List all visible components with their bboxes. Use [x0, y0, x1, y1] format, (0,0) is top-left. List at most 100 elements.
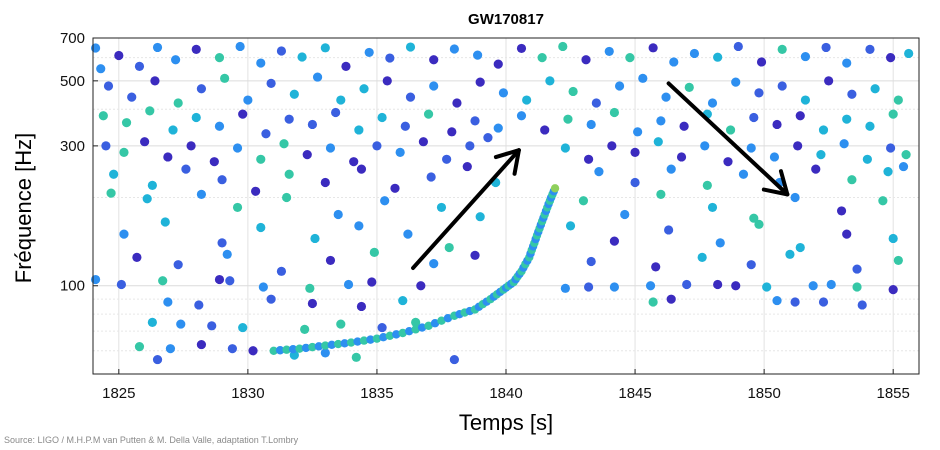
data-point [442, 154, 452, 164]
x-axis-label: Temps [s] [459, 410, 553, 435]
data-point [307, 298, 318, 309]
data-point [713, 52, 723, 62]
data-point [165, 344, 176, 354]
data-point [604, 46, 614, 57]
data-point [281, 192, 292, 203]
data-point [98, 111, 108, 121]
data-point [862, 154, 872, 164]
data-point [475, 77, 485, 87]
data-point [109, 169, 119, 179]
data-point [537, 53, 547, 63]
chirp-point [398, 328, 407, 338]
data-point [473, 50, 483, 60]
chart-title: GW170817 [468, 11, 544, 28]
data-point [145, 106, 155, 116]
data-point [545, 76, 555, 86]
data-point [449, 354, 459, 365]
data-point [171, 55, 181, 65]
data-point [516, 111, 527, 121]
data-point [367, 277, 377, 287]
data-point [560, 283, 570, 293]
data-point [762, 282, 772, 292]
chirp-point [340, 339, 349, 348]
data-point [447, 127, 457, 137]
data-point [90, 43, 101, 53]
data-point [568, 86, 578, 97]
data-point [173, 98, 183, 108]
data-point [147, 180, 157, 190]
data-point [462, 161, 472, 172]
data-point [251, 186, 261, 196]
data-point [429, 259, 439, 269]
data-point [470, 250, 480, 260]
data-point [707, 98, 718, 108]
data-point [522, 95, 532, 105]
y-tick-label: 700 [60, 30, 85, 47]
data-point [444, 242, 454, 253]
data-point [354, 125, 364, 135]
data-point [731, 281, 741, 291]
data-point [134, 342, 145, 352]
data-point [842, 229, 852, 239]
data-point [119, 147, 129, 158]
data-point [238, 322, 248, 333]
x-tick-label: 1835 [360, 385, 393, 402]
data-point [749, 112, 759, 123]
chirp-point [550, 184, 560, 193]
data-point [498, 88, 509, 98]
data-point [824, 76, 834, 86]
data-point [733, 41, 743, 52]
data-point [656, 116, 666, 126]
data-point [377, 322, 387, 333]
data-point [904, 48, 914, 59]
data-point [746, 260, 756, 270]
data-point [826, 279, 836, 290]
data-point [893, 255, 903, 266]
chirp-point [308, 342, 317, 352]
data-point [343, 279, 354, 290]
data-point [382, 76, 392, 86]
data-point [106, 188, 116, 198]
data-point [191, 112, 201, 123]
data-point [302, 150, 312, 160]
data-point [209, 157, 219, 167]
data-point [232, 143, 243, 153]
data-point [852, 264, 862, 274]
chirp-point [417, 323, 427, 332]
data-point [214, 53, 225, 63]
chirp-point [327, 340, 336, 350]
data-point [609, 236, 620, 246]
data-point [470, 116, 480, 126]
chirp-point [346, 338, 356, 347]
data-point [248, 346, 258, 356]
data-point [870, 84, 880, 94]
data-point [586, 256, 596, 267]
data-point [320, 177, 330, 188]
data-point [325, 143, 336, 153]
data-point [800, 95, 811, 105]
chirp-point [314, 342, 324, 351]
y-axis-label: Fréquence [Hz] [11, 133, 36, 283]
data-point [333, 209, 343, 220]
chirp-point [392, 330, 401, 339]
chirp-point [379, 333, 388, 342]
data-point [341, 61, 351, 72]
data-point [684, 82, 694, 92]
data-point [790, 297, 800, 307]
data-point [865, 44, 875, 55]
data-point [416, 281, 426, 291]
data-point [418, 137, 428, 147]
data-point [738, 169, 749, 179]
data-point [689, 48, 700, 59]
data-point [163, 297, 173, 307]
data-point [563, 114, 573, 124]
data-point [380, 196, 390, 206]
data-point [836, 206, 847, 216]
data-point [132, 252, 142, 262]
data-point [147, 317, 157, 327]
data-point [196, 339, 207, 350]
data-point [715, 238, 725, 248]
x-tick-label: 1825 [102, 385, 135, 402]
data-point [679, 121, 689, 131]
